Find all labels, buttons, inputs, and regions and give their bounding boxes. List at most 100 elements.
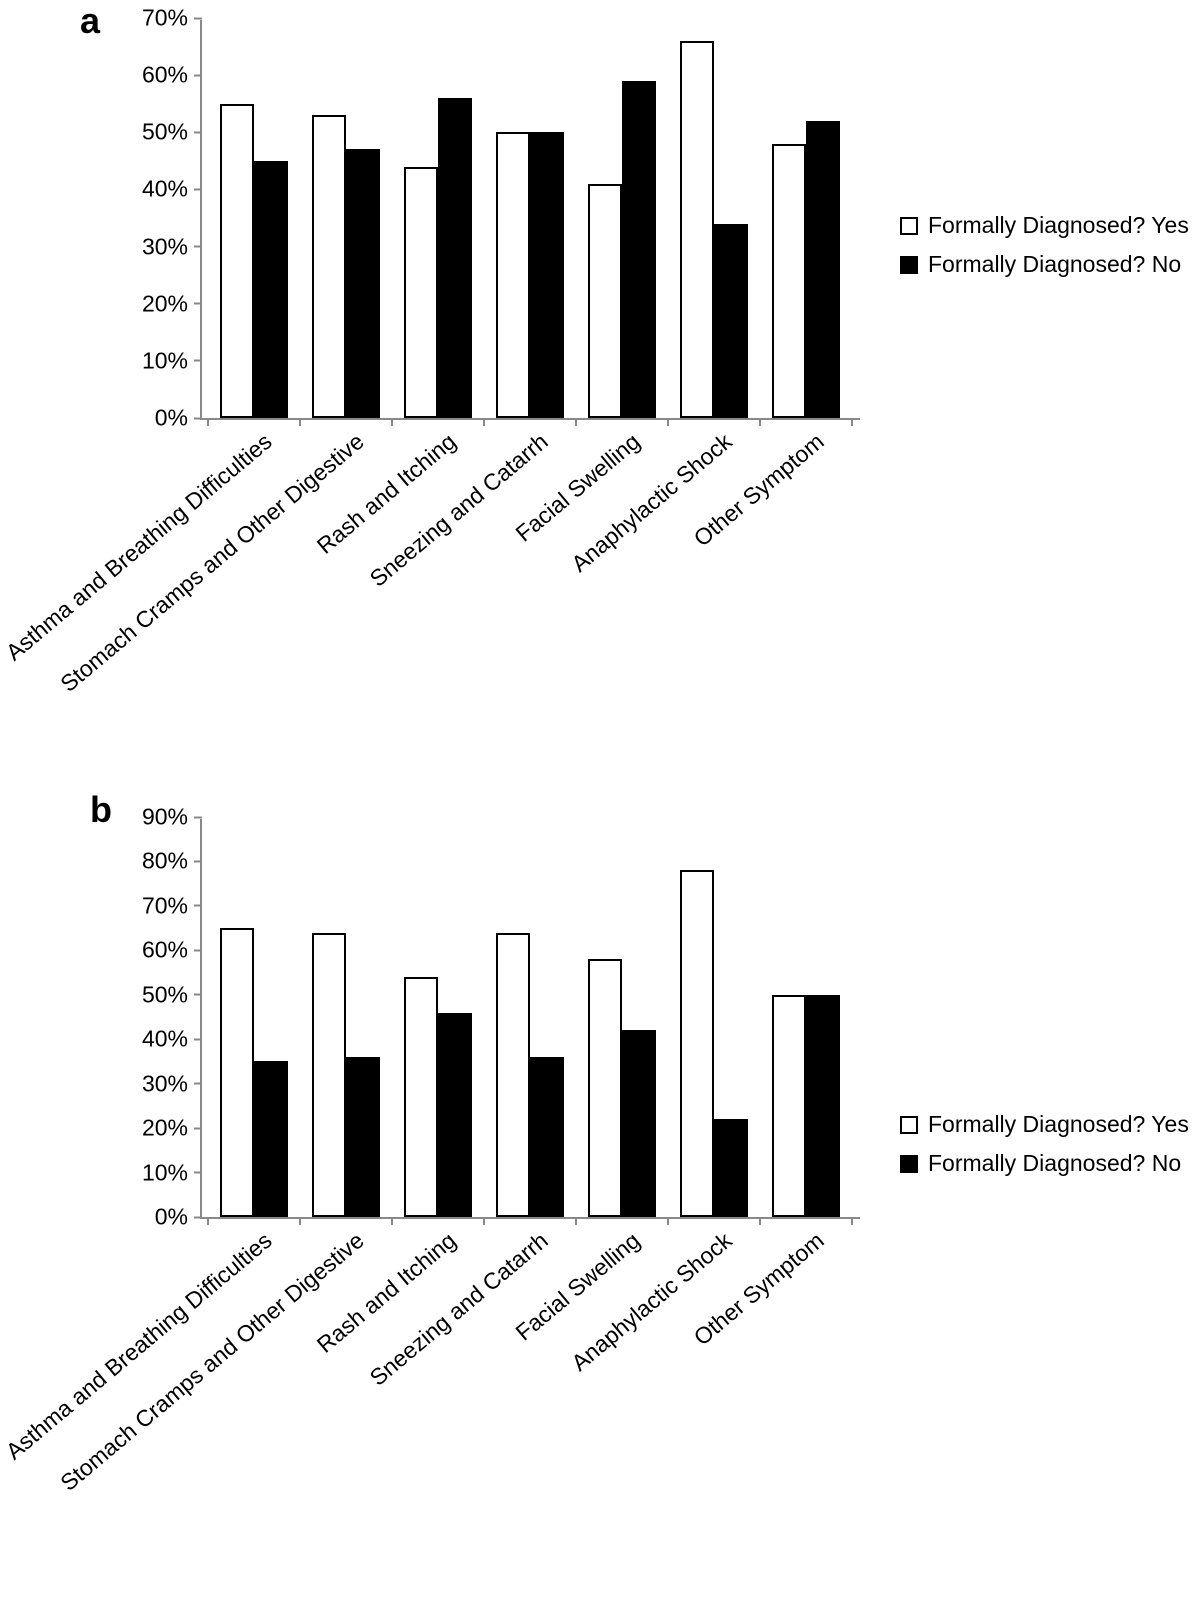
y-tick-mark — [194, 246, 202, 248]
bar-yes — [312, 115, 346, 418]
bar-yes — [404, 977, 438, 1217]
bar-yes — [680, 870, 714, 1217]
legend-label: Formally Diagnosed? Yes — [928, 212, 1189, 239]
bar-no — [622, 1030, 656, 1217]
legend-swatch-no — [900, 256, 918, 274]
x-tick-mark — [299, 1217, 301, 1225]
bar-yes — [772, 144, 806, 418]
panel-a: a 0%10%20%30%40%50%60%70% Asthma and Bre… — [0, 0, 1200, 799]
legend-item: Formally Diagnosed? No — [900, 251, 1189, 278]
y-tick-label: 10% — [142, 347, 188, 374]
x-tick-label: Sneezing and Catarrh — [365, 428, 554, 593]
y-tick-mark — [194, 1216, 202, 1218]
y-tick-label: 10% — [142, 1159, 188, 1186]
y-tick: 20% — [142, 1115, 202, 1142]
y-tick: 0% — [155, 405, 202, 432]
y-tick-label: 0% — [155, 1204, 188, 1231]
bar-yes — [496, 132, 530, 418]
legend-label: Formally Diagnosed? Yes — [928, 1111, 1189, 1138]
panel-b-label: b — [90, 789, 112, 831]
y-tick: 50% — [142, 981, 202, 1008]
y-tick: 40% — [142, 176, 202, 203]
bar-no — [622, 81, 656, 418]
y-tick: 70% — [142, 892, 202, 919]
legend-label: Formally Diagnosed? No — [928, 251, 1181, 278]
bar-no — [714, 224, 748, 418]
legend-item: Formally Diagnosed? No — [900, 1150, 1189, 1177]
y-tick-label: 20% — [142, 290, 188, 317]
y-tick: 70% — [142, 5, 202, 32]
x-tick-label: Sneezing and Catarrh — [365, 1227, 554, 1392]
chart-a-y-axis: 0%10%20%30%40%50%60%70% — [122, 20, 202, 418]
x-tick-mark — [391, 1217, 393, 1225]
legend-swatch-no — [900, 1155, 918, 1173]
panel-a-label: a — [80, 0, 100, 42]
bar-no — [254, 161, 288, 418]
y-tick: 90% — [142, 804, 202, 831]
bar-yes — [220, 928, 254, 1217]
bar-yes — [588, 959, 622, 1217]
bar-yes — [772, 995, 806, 1217]
x-tick-mark — [759, 1217, 761, 1225]
y-tick-mark — [194, 949, 202, 951]
x-tick-mark — [575, 1217, 577, 1225]
page: a 0% 10% 20% 30% 40% 50% 60% 70% Asthma and Bre… — [0, 0, 1200, 1598]
y-tick-mark — [194, 74, 202, 76]
x-tick-mark — [759, 418, 761, 426]
chart-b-x-axis: Asthma and Breathing DifficultiesStomach… — [202, 1217, 860, 1517]
y-tick-label: 30% — [142, 1070, 188, 1097]
y-tick: 30% — [142, 233, 202, 260]
y-tick-mark — [194, 1127, 202, 1129]
y-tick: 20% — [142, 290, 202, 317]
bar-yes — [680, 41, 714, 418]
x-tick-mark — [851, 1217, 853, 1225]
chart-b-y-axis: 0%10%20%30%40%50%60%70%80%90% — [122, 819, 202, 1217]
y-tick-label: 40% — [142, 176, 188, 203]
x-tick-mark — [667, 1217, 669, 1225]
y-tick-mark — [194, 188, 202, 190]
x-tick-label: Anaphylactic Shock — [566, 1227, 737, 1377]
chart-b-bars — [202, 819, 860, 1217]
y-tick: 40% — [142, 1026, 202, 1053]
y-tick: 50% — [142, 119, 202, 146]
x-tick-mark — [299, 418, 301, 426]
bar-yes — [404, 167, 438, 418]
y-tick: 0% — [155, 1204, 202, 1231]
y-tick-label: 70% — [142, 892, 188, 919]
y-tick-mark — [194, 860, 202, 862]
y-tick-mark — [194, 17, 202, 19]
chart-b-plot-area: 0%10%20%30%40%50%60%70%80%90% Asthma and… — [200, 819, 860, 1219]
y-tick-mark — [194, 1083, 202, 1085]
x-tick-mark — [667, 418, 669, 426]
bar-yes — [588, 184, 622, 418]
y-tick-mark — [194, 905, 202, 907]
bar-no — [438, 98, 472, 418]
bar-no — [530, 132, 564, 418]
legend-item: Formally Diagnosed? Yes — [900, 1111, 1189, 1138]
y-tick-mark — [194, 131, 202, 133]
x-tick-mark — [483, 418, 485, 426]
y-tick-mark — [194, 1038, 202, 1040]
legend-item: Formally Diagnosed? Yes — [900, 212, 1189, 239]
y-tick: 10% — [142, 347, 202, 374]
y-tick-label: 20% — [142, 1115, 188, 1142]
x-tick-mark — [575, 418, 577, 426]
y-tick: 60% — [142, 937, 202, 964]
y-tick: 80% — [142, 848, 202, 875]
legend-swatch-yes — [900, 217, 918, 235]
y-tick-label: 0% — [155, 405, 188, 432]
x-tick-mark — [483, 1217, 485, 1225]
y-tick-mark — [194, 417, 202, 419]
bar-yes — [220, 104, 254, 418]
bar-no — [438, 1013, 472, 1217]
y-tick: 30% — [142, 1070, 202, 1097]
bar-yes — [312, 933, 346, 1217]
y-tick-label: 70% — [142, 5, 188, 32]
chart-a-legend: Formally Diagnosed? Yes Formally Diagnose… — [900, 200, 1189, 290]
bar-no — [806, 995, 840, 1217]
x-tick-mark — [851, 418, 853, 426]
bar-no — [530, 1057, 564, 1217]
chart-b-legend: Formally Diagnosed? Yes Formally Diagnose… — [900, 1099, 1189, 1189]
y-tick-label: 50% — [142, 119, 188, 146]
legend-label: Formally Diagnosed? No — [928, 1150, 1181, 1177]
